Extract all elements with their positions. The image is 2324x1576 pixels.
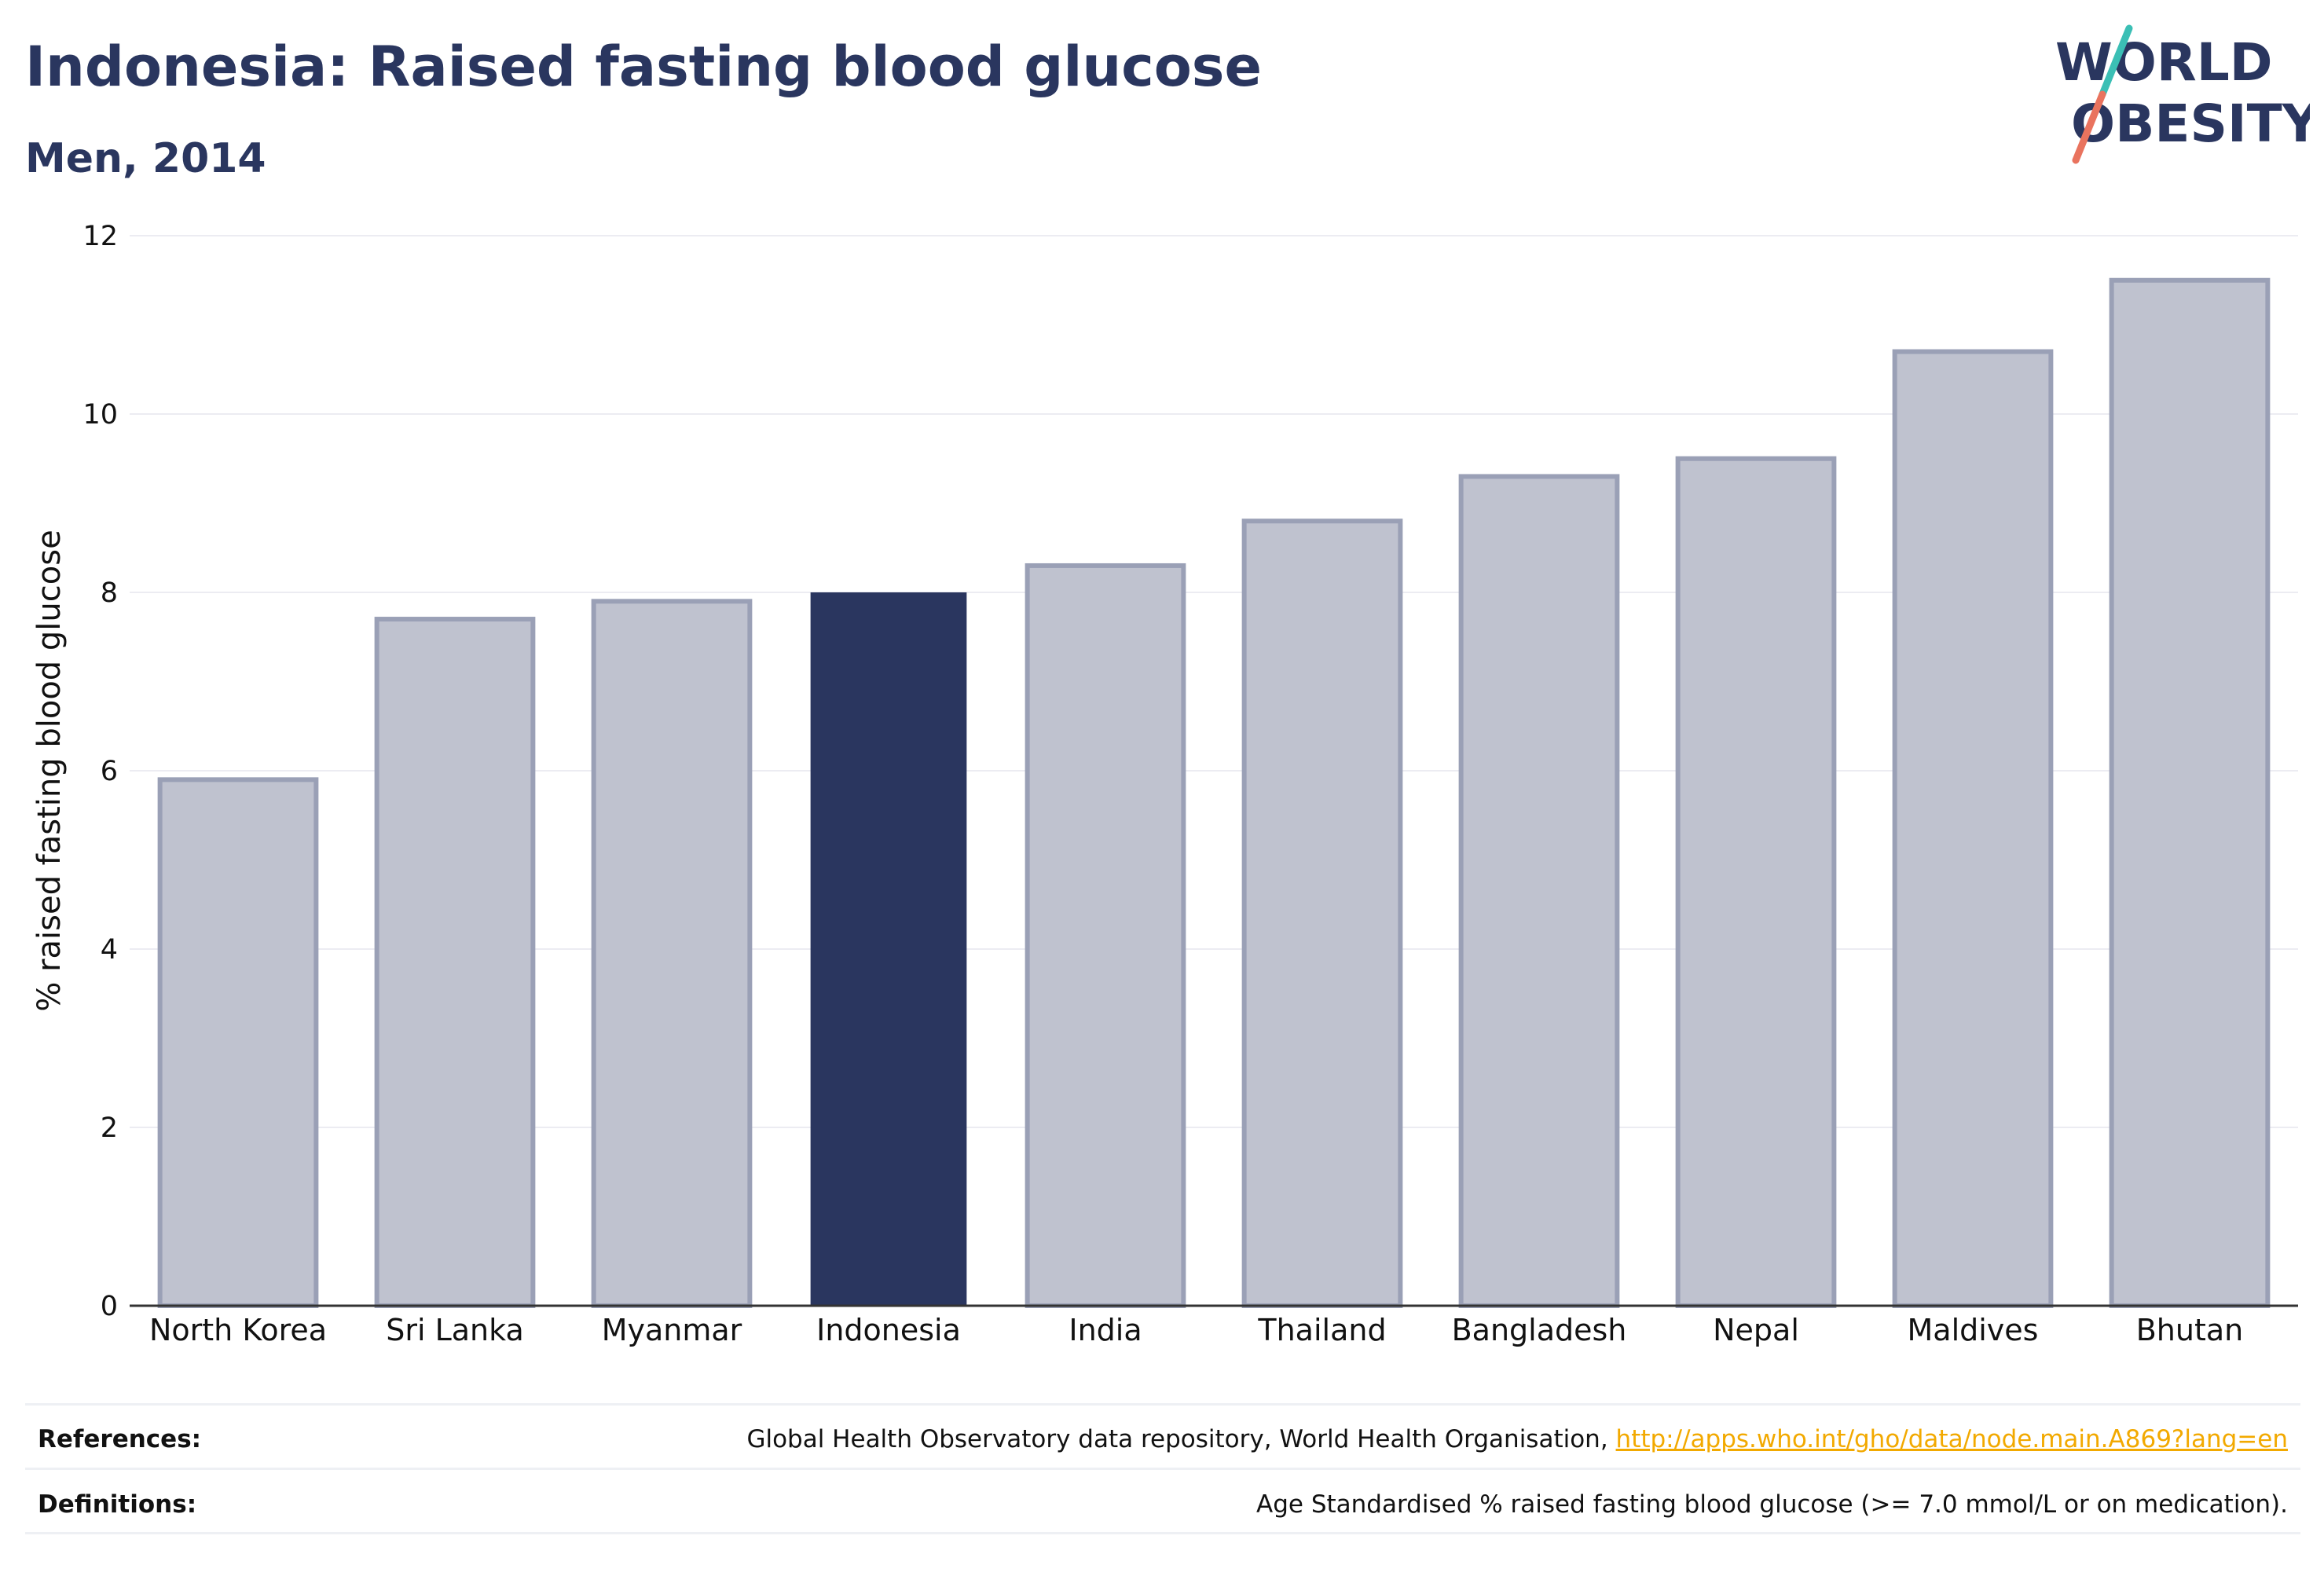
bar-thailand[interactable] — [1241, 519, 1403, 1308]
bar-north-korea[interactable] — [157, 777, 319, 1308]
references-link[interactable]: http://apps.who.int/gho/data/node.main.A… — [1615, 1425, 2288, 1453]
x-tick-label: India — [1069, 1313, 1142, 1347]
footer-divider-bottom — [25, 1532, 2300, 1534]
references-value: Global Health Observatory data repositor… — [746, 1425, 2288, 1453]
y-tick-label: 4 — [101, 934, 118, 966]
world-obesity-logo: WORLD OBESITY — [2055, 24, 2310, 164]
x-tick-label: Bangladesh — [1452, 1313, 1627, 1347]
footer-divider-top — [25, 1403, 2300, 1406]
logo-slash-bottom — [2072, 90, 2106, 164]
bar-bhutan[interactable] — [2109, 277, 2271, 1308]
bars — [157, 277, 2271, 1309]
footer-divider-middle — [25, 1468, 2300, 1470]
y-tick-label: 8 — [101, 577, 118, 609]
references-label: References: — [38, 1425, 202, 1453]
bar-chart: 0 2 4 6 8 10 12 North Korea Sri Lanka Myanmar Ind… — [31, 221, 2298, 1347]
y-axis-ticks: 0 2 4 6 8 10 12 — [82, 221, 118, 1322]
logo-slash-top — [2099, 24, 2133, 98]
bar-india[interactable] — [1025, 563, 1186, 1308]
definitions-value: Age Standardised % raised fasting blood … — [1256, 1490, 2288, 1519]
y-axis-label: % raised fasting blood glucose — [31, 530, 68, 1011]
bar-nepal[interactable] — [1675, 456, 1837, 1308]
definitions-label: Definitions: — [38, 1490, 197, 1519]
bar-bangladesh[interactable] — [1458, 474, 1620, 1309]
logo-line1: WORLD — [2055, 32, 2273, 93]
x-tick-label: Bhutan — [2136, 1313, 2244, 1347]
x-axis-ticks: North Korea Sri Lanka Myanmar Indonesia Indi… — [149, 1313, 2243, 1347]
references-text: Global Health Observatory data repositor… — [746, 1425, 1616, 1453]
x-tick-label: Indonesia — [816, 1313, 961, 1347]
logo-line2: OBESITY — [2071, 93, 2310, 154]
y-tick-label: 0 — [101, 1291, 118, 1322]
y-tick-label: 2 — [101, 1112, 118, 1144]
x-tick-label: Myanmar — [602, 1313, 742, 1347]
x-tick-label: Maldives — [1908, 1313, 2039, 1347]
bar-indonesia[interactable] — [810, 592, 967, 1306]
chart-title: Indonesia: Raised fasting blood glucose — [25, 35, 1262, 99]
y-tick-label: 12 — [82, 221, 118, 252]
y-tick-label: 10 — [82, 399, 118, 431]
bar-myanmar[interactable] — [591, 599, 753, 1308]
x-tick-label: Thailand — [1257, 1313, 1386, 1347]
bar-sri-lanka[interactable] — [374, 617, 536, 1308]
bar-maldives[interactable] — [1892, 349, 2054, 1308]
chart-subtitle: Men, 2014 — [25, 135, 266, 182]
x-tick-label: North Korea — [149, 1313, 327, 1347]
x-tick-label: Nepal — [1713, 1313, 1799, 1347]
x-tick-label: Sri Lanka — [386, 1313, 524, 1347]
y-tick-label: 6 — [101, 756, 118, 787]
